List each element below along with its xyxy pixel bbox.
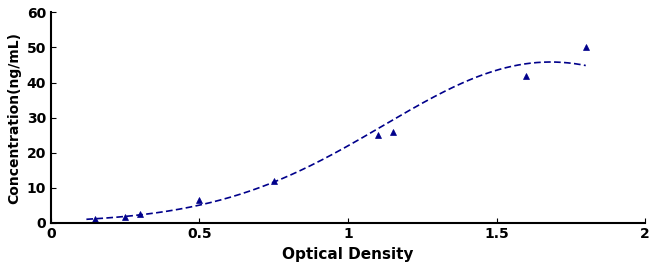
X-axis label: Optical Density: Optical Density [283,247,414,262]
Y-axis label: Concentration(ng/mL): Concentration(ng/mL) [7,31,21,204]
